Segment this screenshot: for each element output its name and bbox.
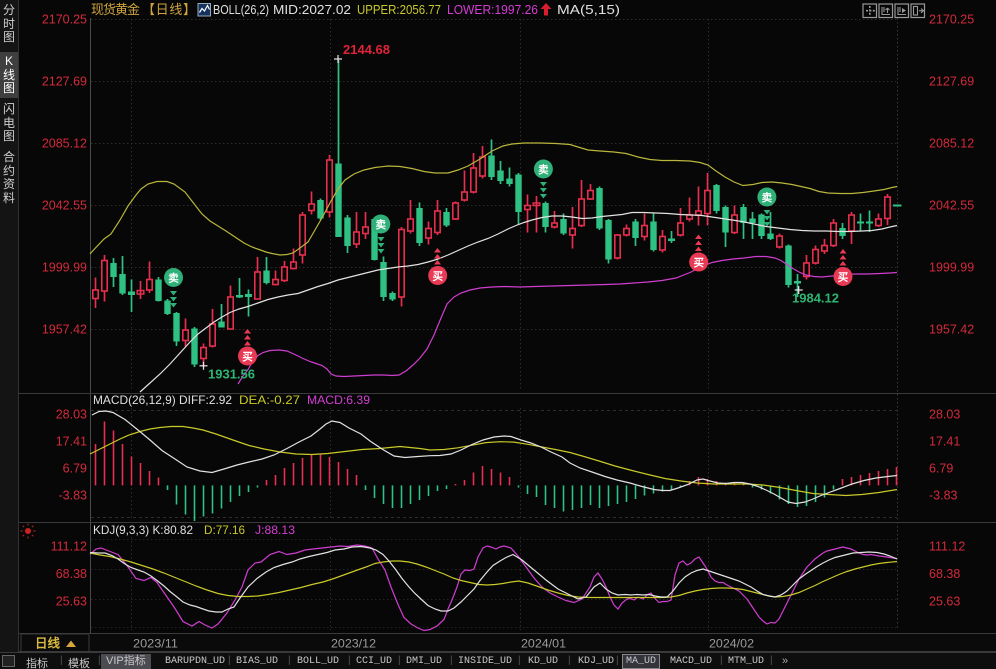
svg-text:卖: 卖 — [762, 191, 773, 204]
svg-text:买: 买 — [432, 270, 443, 282]
svg-text:J:88.13: J:88.13 — [255, 523, 295, 537]
svg-text:17.41: 17.41 — [929, 435, 960, 449]
svg-text:28.03: 28.03 — [929, 408, 960, 422]
svg-text:2023/12: 2023/12 — [331, 637, 376, 651]
svg-text:-3.83: -3.83 — [929, 489, 958, 503]
svg-text:2024/02: 2024/02 — [709, 637, 754, 651]
svg-text:【日线】: 【日线】 — [142, 2, 196, 17]
svg-text:KDJ(9,3,3) K:80.82: KDJ(9,3,3) K:80.82 — [93, 523, 193, 537]
svg-text:2085.12: 2085.12 — [929, 137, 974, 151]
svg-text:D:77.16: D:77.16 — [204, 523, 245, 537]
svg-text:25.63: 25.63 — [929, 595, 960, 609]
svg-text:日线: 日线 — [35, 636, 61, 651]
svg-text:2127.69: 2127.69 — [42, 75, 87, 89]
svg-text:MA(5,15): MA(5,15) — [557, 2, 620, 17]
svg-text:MID:2027.02: MID:2027.02 — [273, 2, 351, 17]
svg-text:25.63: 25.63 — [56, 595, 87, 609]
svg-text:28.03: 28.03 — [56, 408, 87, 422]
svg-text:卖: 卖 — [168, 271, 179, 284]
svg-text:68.38: 68.38 — [56, 567, 87, 581]
svg-text:MACD:6.39: MACD:6.39 — [307, 393, 370, 407]
svg-text:卖: 卖 — [376, 218, 387, 231]
svg-text:-3.83: -3.83 — [59, 489, 88, 503]
svg-text:LOWER:1997.26: LOWER:1997.26 — [447, 2, 538, 17]
svg-text:2042.55: 2042.55 — [929, 199, 974, 213]
svg-text:1984.12: 1984.12 — [792, 291, 839, 306]
svg-text:1999.99: 1999.99 — [42, 261, 87, 275]
svg-text:BOLL(26,2): BOLL(26,2) — [213, 2, 269, 17]
svg-text:6.79: 6.79 — [63, 462, 87, 476]
svg-text:1999.99: 1999.99 — [929, 261, 974, 275]
svg-text:买: 买 — [838, 271, 849, 283]
svg-text:2023/11: 2023/11 — [133, 637, 178, 651]
svg-text:现货黄金: 现货黄金 — [91, 2, 140, 17]
svg-text:2170.25: 2170.25 — [42, 13, 87, 27]
svg-text:买: 买 — [693, 257, 704, 269]
svg-text:1931.56: 1931.56 — [208, 367, 255, 382]
svg-text:2042.55: 2042.55 — [42, 199, 87, 213]
svg-text:6.79: 6.79 — [929, 462, 953, 476]
svg-text:111.12: 111.12 — [51, 540, 87, 554]
svg-text:2170.25: 2170.25 — [929, 13, 974, 27]
svg-text:111.12: 111.12 — [929, 540, 965, 554]
svg-text:MACD(26,12,9) DIFF:2.92: MACD(26,12,9) DIFF:2.92 — [93, 393, 232, 407]
svg-text:68.38: 68.38 — [929, 567, 960, 581]
svg-text:DEA:-0.27: DEA:-0.27 — [239, 393, 300, 407]
svg-text:2144.68: 2144.68 — [343, 42, 390, 57]
svg-text:17.41: 17.41 — [56, 435, 87, 449]
svg-text:2085.12: 2085.12 — [42, 137, 87, 151]
svg-text:UPPER:2056.77: UPPER:2056.77 — [357, 2, 441, 17]
svg-text:1957.42: 1957.42 — [42, 323, 87, 337]
svg-text:2127.69: 2127.69 — [929, 75, 974, 89]
svg-text:2024/01: 2024/01 — [521, 637, 566, 651]
svg-text:买: 买 — [242, 351, 253, 363]
svg-text:卖: 卖 — [538, 163, 549, 176]
svg-text:1957.42: 1957.42 — [929, 323, 974, 337]
